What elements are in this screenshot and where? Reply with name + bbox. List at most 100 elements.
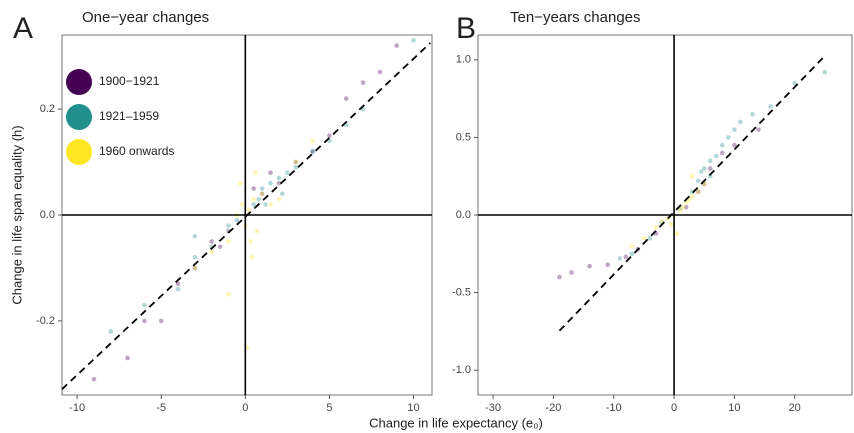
legend-label: 1921–1959 xyxy=(99,109,159,123)
point xyxy=(792,80,797,86)
point xyxy=(720,150,725,156)
point xyxy=(726,135,731,140)
point xyxy=(617,256,623,261)
point xyxy=(720,142,725,148)
point xyxy=(713,153,719,159)
point xyxy=(158,318,164,324)
point xyxy=(695,189,701,195)
point xyxy=(175,281,181,287)
y-tick-label: -0.5 xyxy=(452,286,471,298)
point xyxy=(237,180,243,186)
point xyxy=(689,173,695,179)
point xyxy=(360,80,366,85)
fit-line xyxy=(61,42,431,390)
panel-title: One−year changes xyxy=(82,9,209,26)
point xyxy=(689,194,695,199)
x-axis-label: Change in life expectancy (e₀) xyxy=(369,415,543,430)
point xyxy=(108,329,114,334)
x-tick-label: -30 xyxy=(485,402,501,414)
panel-letter: A xyxy=(13,12,33,45)
point xyxy=(259,186,265,191)
point xyxy=(822,69,828,75)
point xyxy=(629,243,635,249)
point xyxy=(293,165,299,170)
x-tick-label: 10 xyxy=(407,402,419,414)
point xyxy=(192,265,198,271)
point xyxy=(569,270,574,275)
point xyxy=(226,223,231,228)
point xyxy=(327,133,332,138)
point xyxy=(629,251,635,257)
legend-swatch xyxy=(66,104,92,130)
x-tick-label: 0 xyxy=(671,402,677,414)
x-tick-label: -5 xyxy=(156,402,166,414)
point xyxy=(738,119,743,125)
point xyxy=(343,96,349,101)
panel-title: Ten−years changes xyxy=(510,9,641,26)
y-axis-label: Change in life span equality (h) xyxy=(9,125,24,304)
point xyxy=(310,149,315,154)
point xyxy=(249,255,255,260)
point xyxy=(695,189,701,195)
point xyxy=(653,225,659,230)
point xyxy=(701,166,707,171)
point xyxy=(259,191,265,197)
point xyxy=(251,196,257,202)
legend-swatch xyxy=(66,69,92,95)
y-tick-label: -1.0 xyxy=(452,364,471,376)
x-tick-label: 20 xyxy=(789,402,801,414)
point xyxy=(680,204,686,210)
point xyxy=(677,208,683,213)
point xyxy=(698,169,704,174)
point xyxy=(276,196,282,202)
point xyxy=(226,292,231,297)
point xyxy=(125,355,130,361)
x-tick-label: -10 xyxy=(606,402,622,414)
point xyxy=(248,239,253,244)
point xyxy=(285,170,290,175)
y-tick-label: 0.0 xyxy=(40,209,55,221)
panel-letter: B xyxy=(456,12,476,45)
fit-line xyxy=(558,54,827,332)
point xyxy=(256,196,262,202)
point xyxy=(259,191,265,197)
point xyxy=(276,175,282,181)
legend-label: 1960 onwards xyxy=(99,144,174,158)
legend-label: 1900−1921 xyxy=(99,74,160,88)
point xyxy=(750,111,755,117)
point xyxy=(641,235,647,241)
legend-swatch xyxy=(66,139,92,165)
point xyxy=(647,235,653,241)
x-tick-label: -20 xyxy=(545,402,561,414)
point xyxy=(695,178,701,184)
point xyxy=(246,207,251,213)
point xyxy=(239,202,245,207)
point xyxy=(251,202,257,207)
point xyxy=(175,286,181,292)
point xyxy=(142,302,147,308)
point xyxy=(707,158,713,163)
point xyxy=(732,142,737,148)
point xyxy=(192,233,198,239)
point xyxy=(310,138,315,144)
point xyxy=(756,127,761,132)
point xyxy=(234,217,240,223)
point xyxy=(217,244,223,250)
point xyxy=(768,104,773,109)
point xyxy=(732,127,737,132)
point xyxy=(253,170,258,175)
point xyxy=(263,202,268,207)
point xyxy=(557,274,562,280)
point xyxy=(268,170,273,175)
x-tick-label: -10 xyxy=(69,402,85,414)
y-tick-label: 0.5 xyxy=(456,131,471,143)
point xyxy=(293,159,299,165)
point xyxy=(268,180,273,186)
y-tick-label: 0.2 xyxy=(40,103,55,115)
point xyxy=(293,159,299,165)
point xyxy=(209,249,214,255)
point xyxy=(707,173,713,179)
point xyxy=(268,202,273,207)
point xyxy=(411,37,416,43)
